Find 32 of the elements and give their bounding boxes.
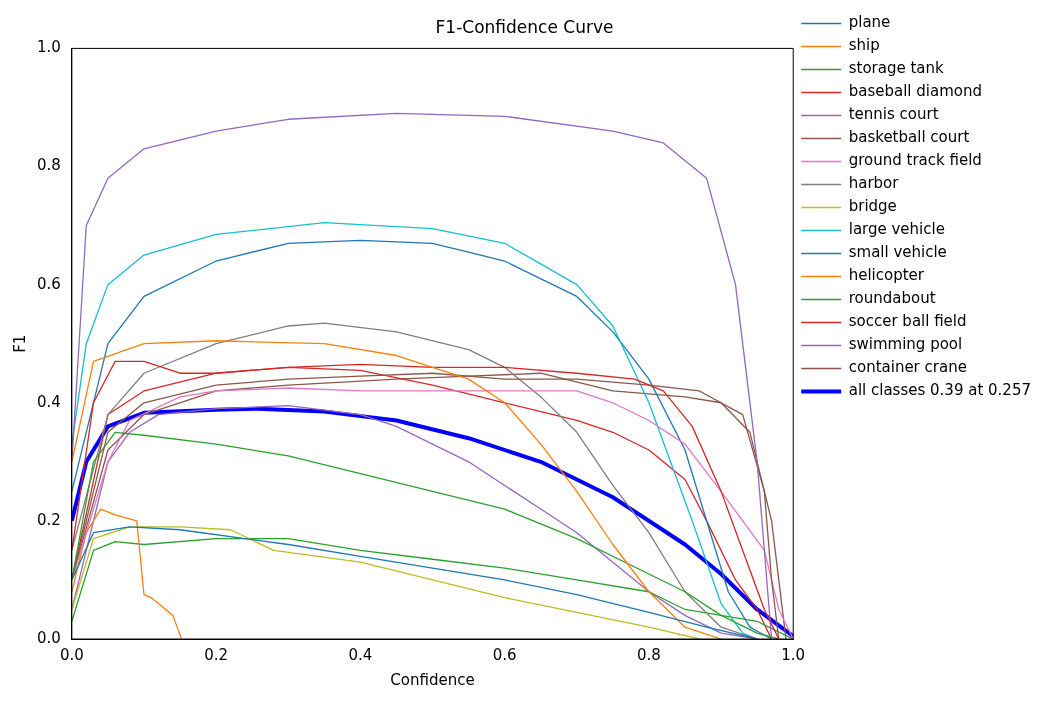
- legend-label: roundabout: [848, 289, 936, 308]
- legend-label: all classes 0.39 at 0.257: [848, 381, 1031, 400]
- x-tick-label: 0.0: [59, 645, 84, 664]
- x-tick-label: 0.8: [637, 645, 661, 664]
- y-tick-label: 0.2: [37, 510, 61, 529]
- legend-label: ground track field: [848, 151, 982, 170]
- legend-label: basketball court: [848, 128, 970, 147]
- chart-title: F1-Confidence Curve: [435, 16, 614, 37]
- x-axis-title: Confidence: [390, 670, 475, 689]
- legend-label: ship: [848, 36, 880, 55]
- legend-label: soccer ball field: [848, 312, 967, 331]
- legend-label: storage tank: [848, 59, 945, 78]
- y-axis-title: F1: [10, 334, 29, 353]
- y-tick-label: 0.4: [37, 392, 61, 411]
- x-tick-label: 0.6: [492, 645, 517, 664]
- legend-label: baseball diamond: [848, 82, 982, 101]
- legend-label: bridge: [848, 197, 897, 216]
- x-tick-label: 0.4: [348, 645, 373, 664]
- y-tick-label: 0.0: [37, 628, 61, 647]
- legend-label: small vehicle: [848, 243, 947, 262]
- x-tick-label: 1.0: [781, 645, 806, 664]
- legend-label: swimming pool: [848, 335, 963, 354]
- y-tick-label: 0.6: [37, 274, 61, 293]
- legend-label: harbor: [848, 174, 900, 193]
- legend-label: container crane: [848, 358, 967, 377]
- y-tick-label: 1.0: [37, 38, 61, 57]
- legend-label: plane: [848, 13, 891, 32]
- legend-label: large vehicle: [848, 220, 945, 239]
- y-tick-label: 0.8: [37, 156, 61, 175]
- legend-label: helicopter: [848, 266, 925, 285]
- legend-label: tennis court: [848, 105, 939, 124]
- x-tick-label: 0.2: [204, 645, 229, 664]
